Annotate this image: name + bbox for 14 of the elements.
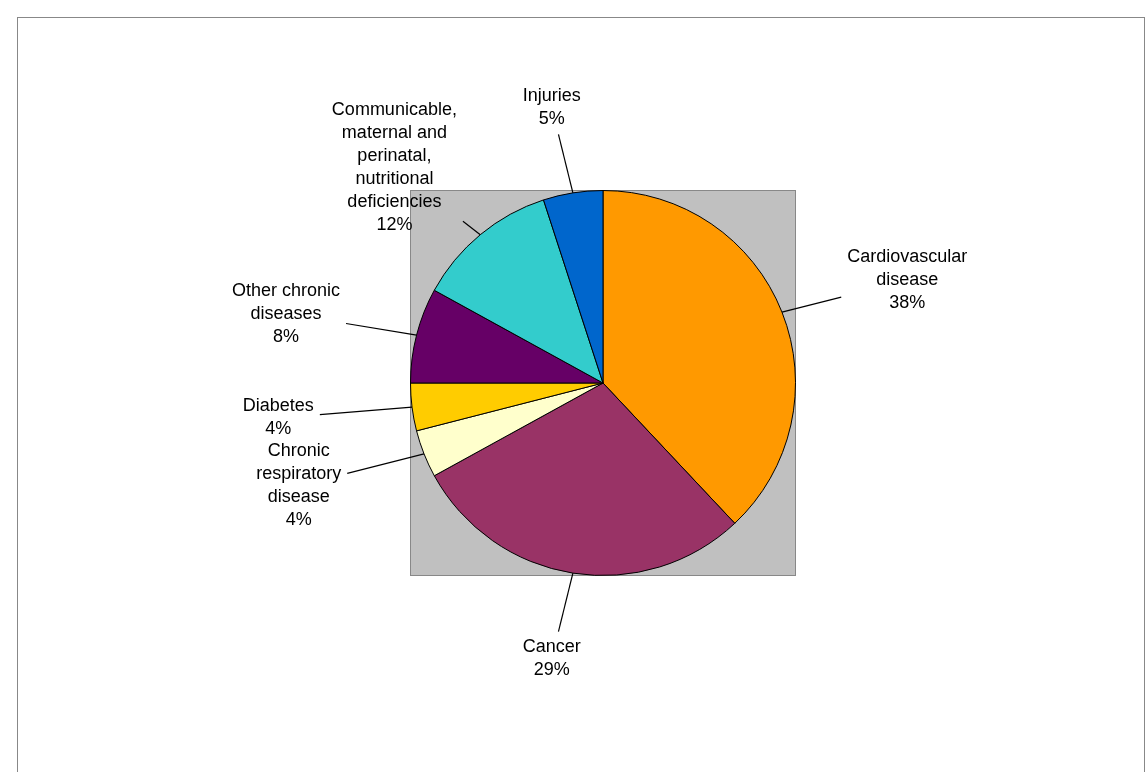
slice-label: Chronic respiratory disease bbox=[256, 440, 342, 507]
data-label: 29% bbox=[533, 659, 570, 680]
data-label: 4% bbox=[285, 509, 312, 530]
data-label: 8% bbox=[273, 325, 300, 346]
slice-label: Cancer bbox=[522, 636, 581, 657]
data-label: 38% bbox=[889, 292, 926, 313]
slice-label: Other chronic diseases bbox=[232, 279, 341, 323]
slice-label: Cardiovascular disease bbox=[847, 246, 968, 290]
slice-label: Communicable, maternal and perinatal, nutritional deficiencies bbox=[331, 99, 457, 212]
data-label: 4% bbox=[265, 418, 292, 439]
data-label: 5% bbox=[538, 107, 565, 128]
slice-label: Injuries bbox=[522, 84, 581, 105]
slice-label: Diabetes bbox=[242, 395, 314, 416]
data-label: 12% bbox=[376, 214, 413, 235]
